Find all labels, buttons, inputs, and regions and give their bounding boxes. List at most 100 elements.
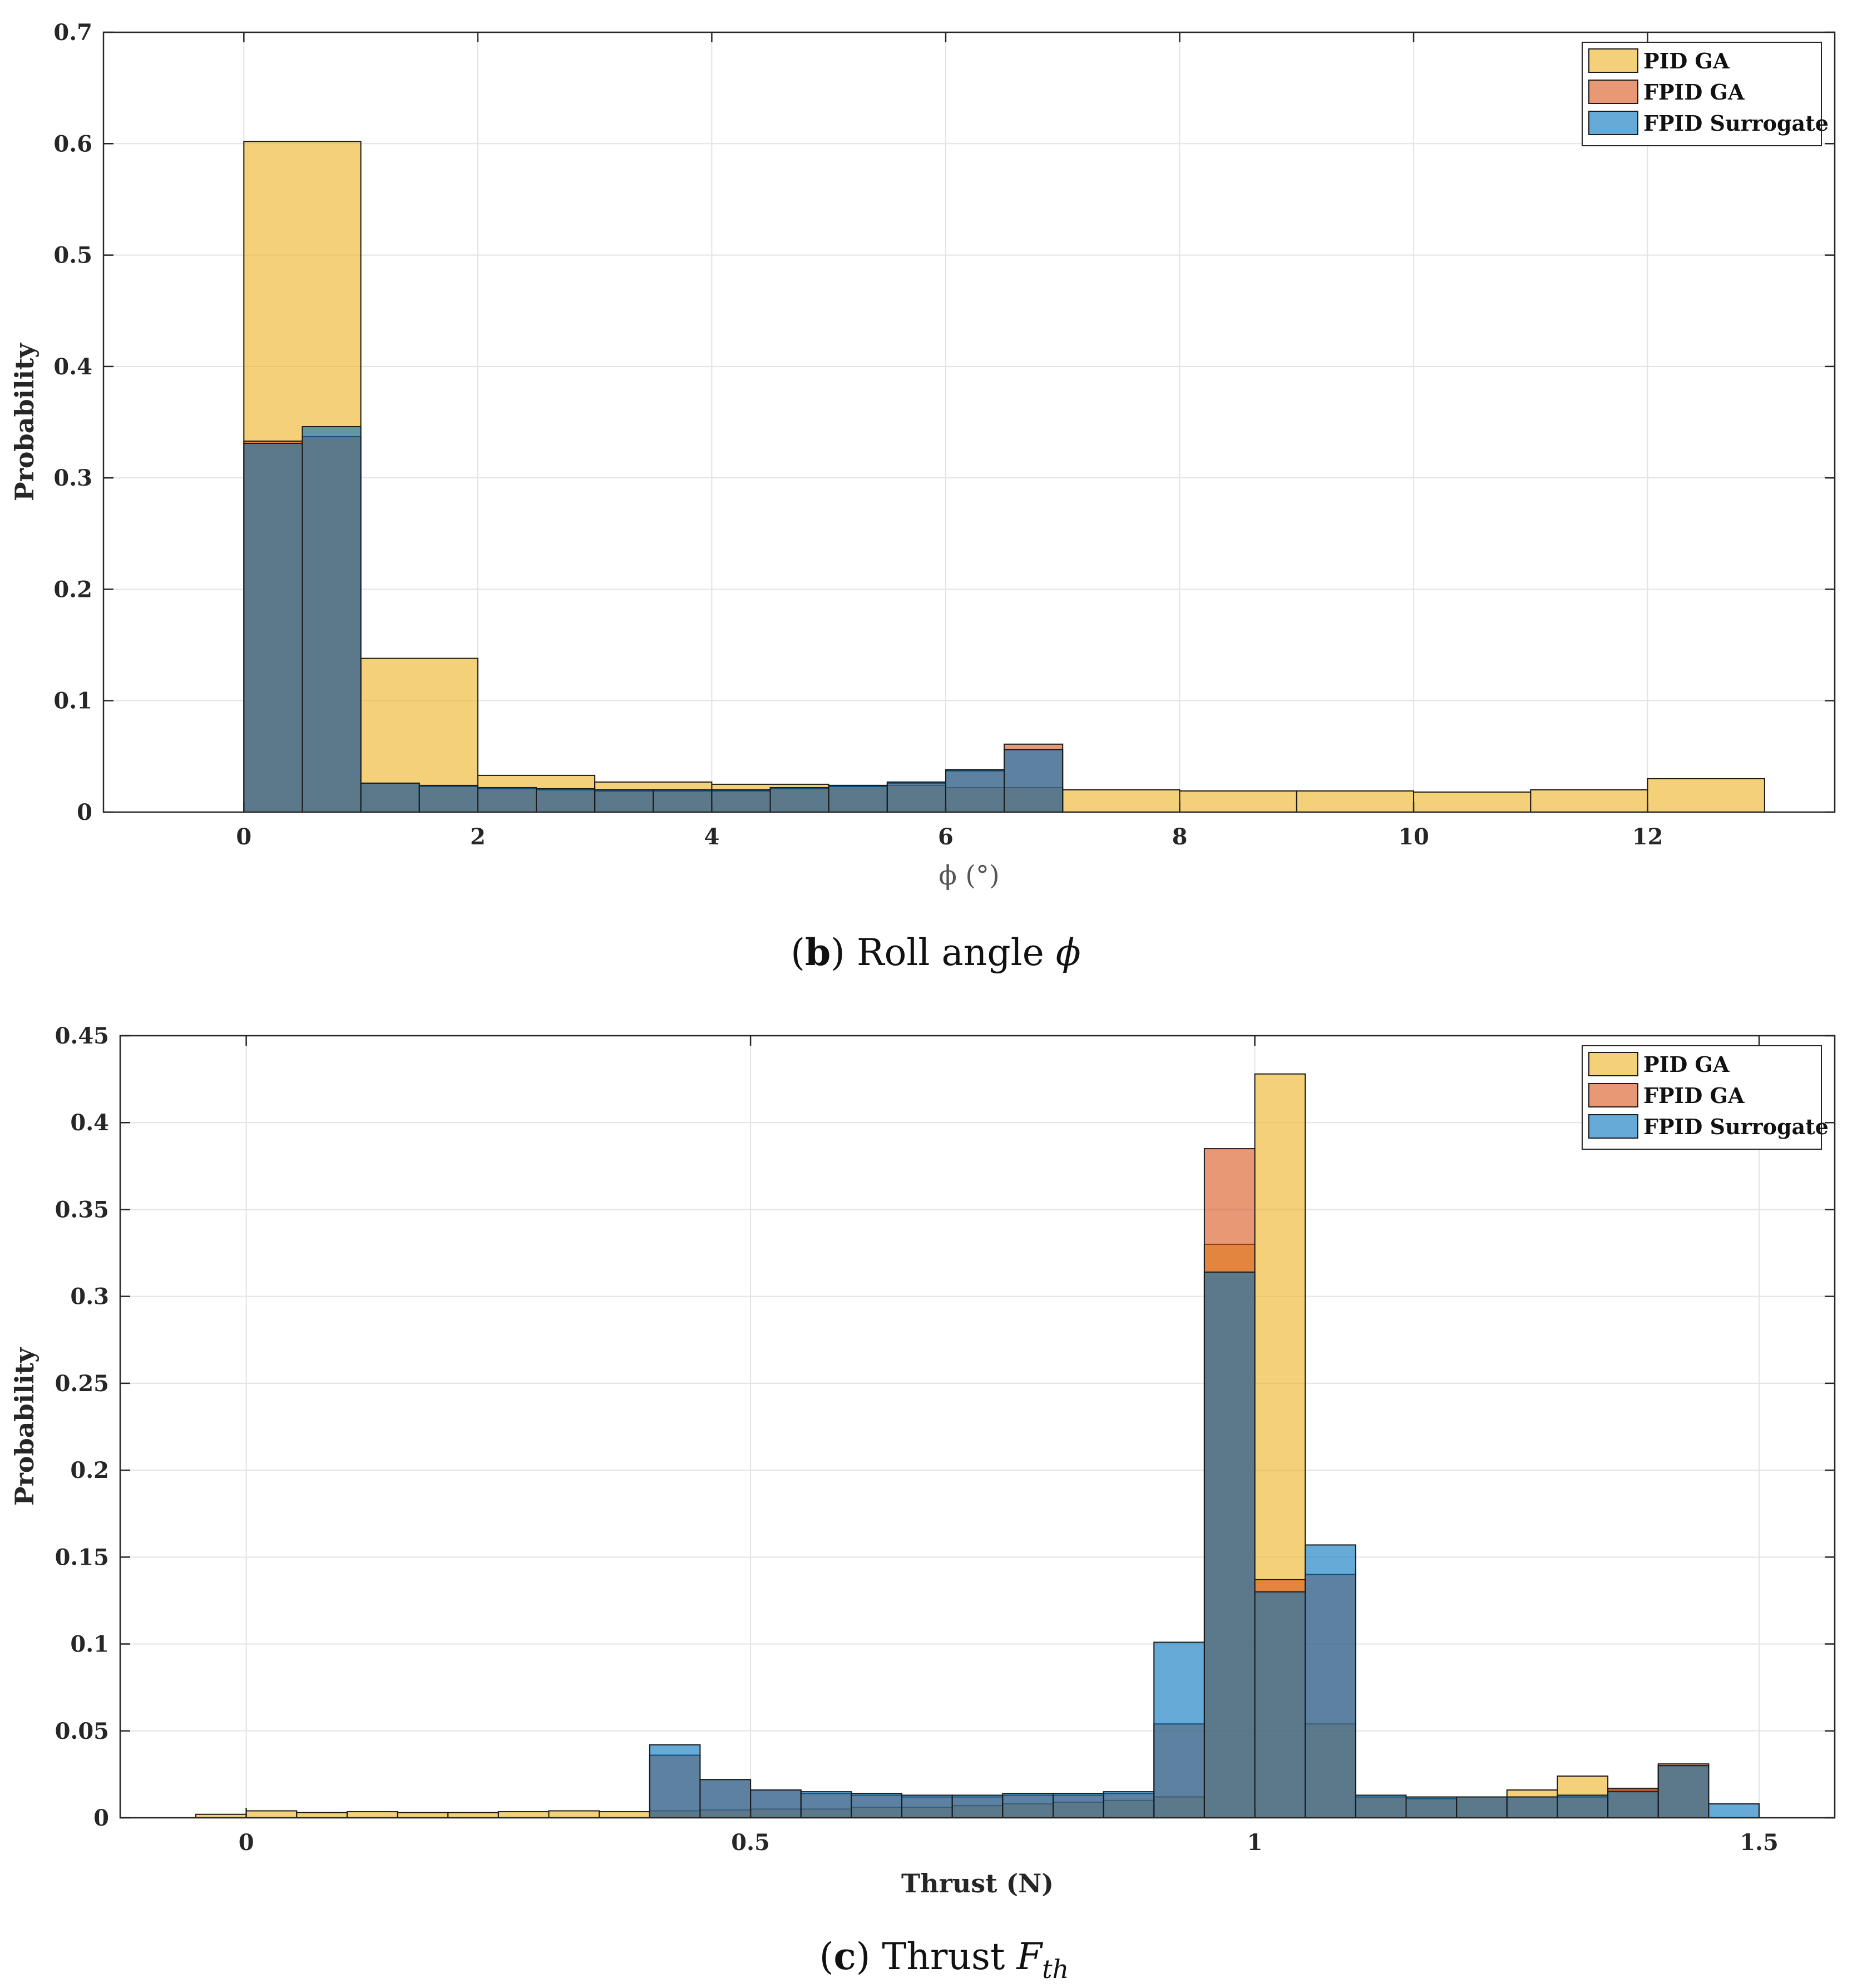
histogram-bar bbox=[1355, 1794, 1407, 1819]
thrust-y-tick-label: 0 bbox=[93, 1805, 109, 1831]
histogram-bar bbox=[1179, 790, 1297, 813]
histogram-bar bbox=[1506, 1796, 1558, 1818]
legend-label: FPID GA bbox=[1643, 80, 1745, 105]
histogram-bar bbox=[296, 1812, 348, 1819]
histogram-bar bbox=[497, 1811, 550, 1819]
roll-y-tick-label: 0.2 bbox=[53, 576, 92, 602]
histogram-bar bbox=[699, 1779, 752, 1818]
histogram-bar bbox=[1254, 1591, 1306, 1819]
histogram-bar bbox=[1708, 1803, 1760, 1818]
roll-x-tick-label: 10 bbox=[1398, 824, 1429, 850]
histogram-bar bbox=[536, 788, 596, 813]
histogram-bar bbox=[594, 789, 654, 813]
histogram-bar bbox=[1557, 1794, 1609, 1819]
histogram-bar bbox=[1456, 1796, 1508, 1818]
roll-x-tick-label: 12 bbox=[1632, 824, 1663, 850]
histogram-bar bbox=[945, 769, 1005, 813]
histogram-bar bbox=[1305, 1544, 1356, 1818]
caption-letter: b bbox=[805, 931, 831, 974]
caption-text: Roll angle bbox=[845, 931, 1056, 974]
thrust-y-tick-label: 0.25 bbox=[55, 1371, 109, 1397]
histogram-bar bbox=[397, 1812, 449, 1819]
roll-x-tick-label: 6 bbox=[938, 824, 954, 850]
histogram-bar bbox=[851, 1793, 903, 1819]
legend-label: PID GA bbox=[1643, 1052, 1730, 1077]
histogram-bar bbox=[477, 787, 537, 813]
histogram-bar bbox=[548, 1810, 600, 1818]
roll-y-tick-label: 0 bbox=[77, 799, 92, 825]
histogram-bar bbox=[1002, 1793, 1054, 1819]
roll-axes-box bbox=[102, 31, 1836, 813]
histogram-bar bbox=[302, 426, 362, 813]
roll-y-axis-label: Probability bbox=[9, 343, 39, 501]
thrust-chart: 0 0.5 1 1.5 0 0.05 0.1 0.15 0.2 0.25 0.3 0.35 0.4 0.4… bbox=[9, 1023, 1836, 1984]
roll-y-tick-label: 0.5 bbox=[53, 243, 92, 269]
caption-paren-open: ( bbox=[791, 931, 805, 974]
histogram-bar bbox=[1203, 1271, 1256, 1819]
histogram-bar bbox=[951, 1794, 1004, 1819]
thrust-y-tick-label: 0.3 bbox=[70, 1284, 109, 1310]
histogram-bar bbox=[1296, 790, 1415, 813]
histogram-bar bbox=[769, 787, 829, 813]
histogram-bar bbox=[1647, 778, 1765, 813]
caption-symbol: ϕ bbox=[1056, 931, 1081, 974]
histogram-bar bbox=[1004, 749, 1064, 813]
thrust-series-fpid-surrogate bbox=[649, 1271, 1760, 1819]
thrust-y-tick-label: 0.2 bbox=[70, 1457, 109, 1483]
thrust-plot-area bbox=[120, 1036, 1835, 1818]
thrust-legend: PID GA FPID GA FPID Surrogate bbox=[1582, 1045, 1829, 1150]
legend-swatch bbox=[1588, 1083, 1638, 1107]
histogram-bar bbox=[360, 782, 420, 813]
caption-subscript: th bbox=[1042, 1954, 1069, 1984]
histogram-bar bbox=[750, 1789, 802, 1818]
thrust-x-tick-label: 1 bbox=[1247, 1829, 1263, 1856]
histogram-bar bbox=[599, 1811, 650, 1819]
legend-swatch bbox=[1588, 1052, 1638, 1076]
thrust-y-tick-label: 0.1 bbox=[70, 1631, 109, 1658]
legend-swatch bbox=[1588, 48, 1638, 73]
histogram-bar bbox=[447, 1812, 499, 1819]
histogram-bar bbox=[1405, 1796, 1458, 1818]
roll-y-tick-label: 0.6 bbox=[53, 131, 92, 157]
roll-y-tick-label: 0.7 bbox=[53, 19, 92, 46]
legend-label: FPID Surrogate bbox=[1643, 111, 1829, 136]
thrust-x-axis-label: Thrust (N) bbox=[901, 1868, 1054, 1898]
legend-label: FPID GA bbox=[1643, 1083, 1745, 1108]
thrust-axes-box bbox=[119, 1035, 1836, 1819]
roll-caption: (b) Roll angle ϕ bbox=[791, 931, 1081, 974]
roll-x-tick-label: 0 bbox=[236, 824, 251, 850]
legend-swatch bbox=[1588, 111, 1638, 135]
histogram-bar bbox=[1413, 791, 1532, 813]
histogram-bar bbox=[1062, 789, 1181, 813]
roll-x-tick-label: 2 bbox=[470, 824, 486, 850]
roll-x-tick-label: 8 bbox=[1172, 824, 1188, 850]
histogram-bar bbox=[828, 784, 888, 813]
roll-y-tick-label: 0.1 bbox=[53, 688, 92, 714]
thrust-x-tick-label: 0 bbox=[239, 1829, 254, 1856]
thrust-y-tick-label: 0.45 bbox=[55, 1023, 109, 1049]
roll-chart: 0 2 4 6 8 10 12 0 0.1 0.2 0.3 0.4 0.5 0.6 0.7 ϕ (°) Prob… bbox=[9, 19, 1836, 974]
thrust-x-tick-label: 0.5 bbox=[731, 1829, 770, 1856]
histogram-bar bbox=[653, 789, 713, 813]
histogram-bar bbox=[800, 1791, 852, 1818]
histogram-bar bbox=[901, 1794, 953, 1819]
legend-swatch bbox=[1588, 1114, 1638, 1139]
legend-label: PID GA bbox=[1643, 48, 1730, 73]
thrust-y-tick-label: 0.4 bbox=[70, 1110, 109, 1136]
histogram-bar bbox=[649, 1744, 701, 1819]
thrust-x-tick-label: 1.5 bbox=[1740, 1829, 1779, 1856]
histogram-bar bbox=[1607, 1791, 1659, 1818]
histogram-bar bbox=[418, 784, 478, 813]
caption-paren-close: ) bbox=[856, 1935, 871, 1978]
caption-text: Thrust bbox=[870, 1935, 1016, 1978]
roll-legend: PID GA FPID GA FPID Surrogate bbox=[1582, 42, 1829, 146]
thrust-y-axis-label: Probability bbox=[9, 1347, 39, 1506]
thrust-y-tick-label: 0.05 bbox=[55, 1718, 109, 1744]
roll-x-axis-label: ϕ (°) bbox=[939, 860, 999, 891]
thrust-caption: (c) Thrust Fth bbox=[819, 1935, 1069, 1984]
legend-swatch bbox=[1588, 80, 1638, 104]
caption-letter: c bbox=[833, 1935, 856, 1978]
histogram-bar bbox=[1657, 1765, 1710, 1818]
histogram-bar bbox=[1153, 1641, 1205, 1819]
